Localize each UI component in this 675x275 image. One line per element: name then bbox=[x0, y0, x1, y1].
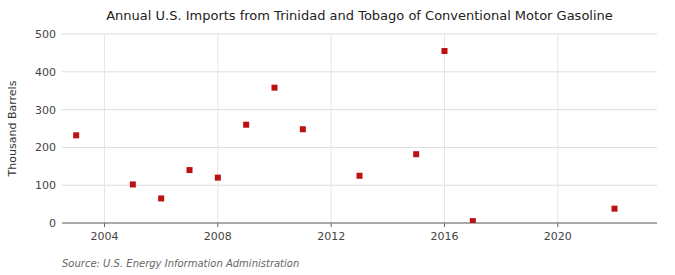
points bbox=[73, 48, 617, 223]
y-grid-line bbox=[62, 34, 657, 35]
point bbox=[357, 173, 363, 179]
point bbox=[612, 206, 618, 212]
y-tick-label: 300 bbox=[35, 104, 56, 117]
point bbox=[413, 151, 419, 157]
x-grid-line bbox=[444, 34, 445, 223]
x-tick-label: 2020 bbox=[544, 230, 572, 243]
chart: Annual U.S. Imports from Trinidad and To… bbox=[0, 0, 675, 275]
point bbox=[243, 122, 249, 128]
x-grid-line bbox=[104, 34, 105, 223]
x-tick-label: 2016 bbox=[431, 230, 459, 243]
grid bbox=[62, 34, 657, 223]
point bbox=[470, 218, 476, 223]
x-tick bbox=[104, 223, 105, 227]
y-grid-line bbox=[62, 185, 657, 186]
y-tick-label: 200 bbox=[35, 141, 56, 154]
x-tick-label: 2008 bbox=[204, 230, 232, 243]
point bbox=[300, 126, 306, 132]
x-tick bbox=[444, 223, 445, 227]
y-axis: 0 100 200 300 400 500 Thousand Barrels bbox=[6, 28, 56, 230]
x-tick-label: 2004 bbox=[91, 230, 119, 243]
y-tick-label: 500 bbox=[35, 28, 56, 41]
y-tick-label: 100 bbox=[35, 179, 56, 192]
x-grid-line bbox=[557, 34, 558, 223]
point bbox=[158, 195, 164, 201]
x-tick bbox=[331, 223, 332, 227]
x-grid-line bbox=[217, 34, 218, 223]
x-tick-label: 2012 bbox=[317, 230, 345, 243]
point bbox=[272, 85, 278, 91]
x-axis: 2004 2008 2012 2016 2020 bbox=[62, 223, 657, 243]
title: Annual U.S. Imports from Trinidad and To… bbox=[106, 8, 613, 23]
y-grid-line bbox=[62, 223, 657, 224]
y-tick-label: 400 bbox=[35, 66, 56, 79]
point bbox=[73, 132, 79, 138]
point bbox=[130, 181, 136, 187]
point bbox=[442, 48, 448, 54]
x-tick bbox=[557, 223, 558, 227]
x-axis-line bbox=[62, 223, 657, 224]
y-axis-label: Thousand Barrels bbox=[6, 80, 19, 177]
x-tick bbox=[217, 223, 218, 227]
y-grid-line bbox=[62, 147, 657, 148]
point bbox=[215, 175, 221, 181]
source-note: Source: U.S. Energy Information Administ… bbox=[62, 258, 299, 269]
x-grid-line bbox=[331, 34, 332, 223]
y-grid-line bbox=[62, 109, 657, 110]
point bbox=[187, 167, 193, 173]
y-tick-label: 0 bbox=[49, 217, 56, 230]
y-grid-line bbox=[62, 71, 657, 72]
